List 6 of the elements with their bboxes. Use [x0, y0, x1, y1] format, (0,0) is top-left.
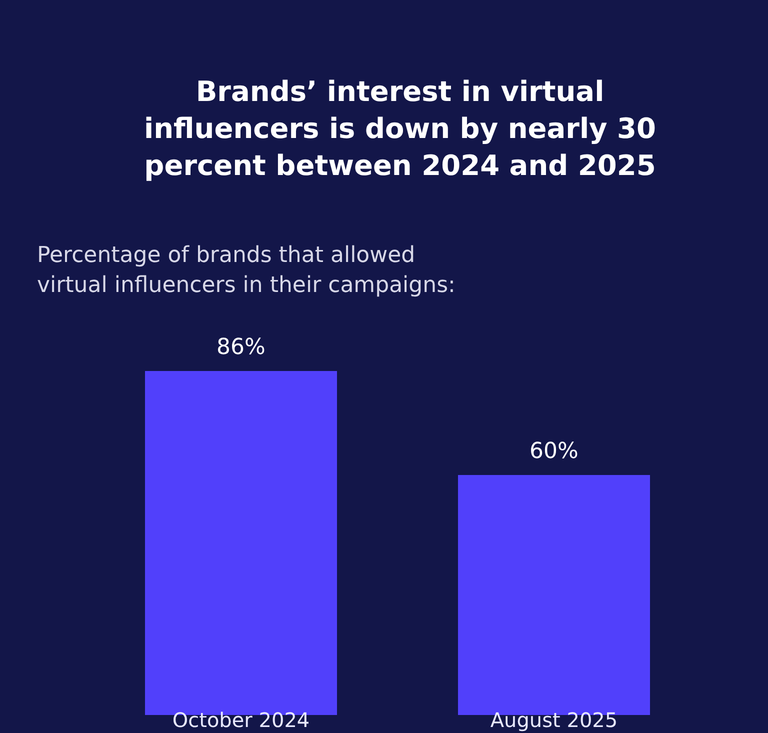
x-tick-label: October 2024 [172, 708, 310, 732]
data-label: 60% [530, 439, 578, 464]
chart-title: Brands’ interest in virtual influencers is down by nearly 30 percent between 2024 and 2025 [144, 75, 656, 182]
chart-subtitle: Percentage of brands that allowed virtual influencers in their campaigns: [37, 243, 456, 298]
data-label: 86% [216, 335, 266, 360]
x-tick-label: August 2025 [490, 708, 618, 732]
